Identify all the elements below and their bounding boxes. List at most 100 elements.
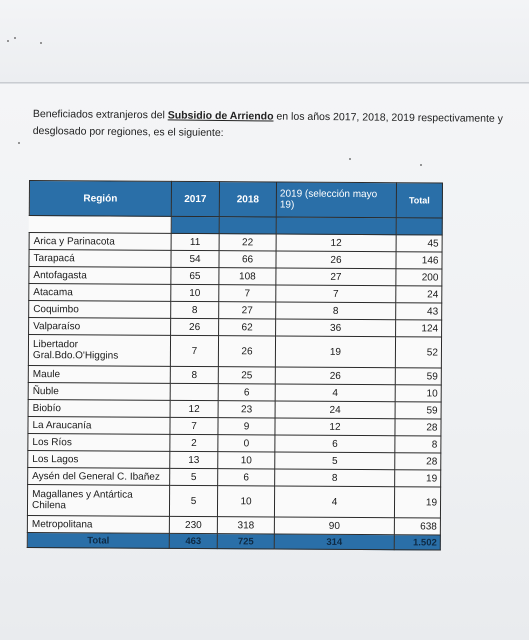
cell-2017: 54 bbox=[170, 250, 220, 268]
paper-speck bbox=[40, 42, 42, 44]
cell-total: 19 bbox=[394, 469, 441, 488]
cell-region: Libertador Gral.Bdo.O'Higgins bbox=[28, 334, 171, 367]
cell-total: 638 bbox=[394, 517, 441, 536]
cell-2018: 27 bbox=[218, 301, 276, 320]
cell-2017: 10 bbox=[170, 284, 219, 302]
cell-2018: 108 bbox=[218, 267, 276, 286]
header-2019: 2019 (selección mayo 19) bbox=[276, 182, 397, 218]
cell-total: 28 bbox=[394, 418, 442, 437]
cell-region: La Araucanía bbox=[27, 416, 171, 435]
cell-total: 8 bbox=[394, 435, 441, 454]
cell-region: Aysén del General C. Ibañez bbox=[27, 467, 170, 486]
cell-region: Tarapacá bbox=[28, 249, 172, 268]
cell-region: Antofagasta bbox=[28, 266, 171, 285]
cell-region: Los Lagos bbox=[27, 450, 170, 469]
paper-speck bbox=[7, 40, 9, 42]
total-label: Total bbox=[27, 532, 170, 549]
cell-2019: 8 bbox=[274, 469, 395, 487]
cell-2018: 23 bbox=[218, 400, 276, 419]
cell-region: Valparaíso bbox=[28, 317, 171, 336]
cell-total: 19 bbox=[394, 486, 441, 519]
intro-text-start: Beneficiados extranjeros del bbox=[32, 107, 168, 122]
cell-total: 52 bbox=[395, 336, 442, 369]
cell-region: Ñuble bbox=[28, 382, 171, 401]
cell-2019: 12 bbox=[274, 418, 396, 436]
previous-page-edge bbox=[0, 0, 529, 83]
cell-2017: 8 bbox=[170, 301, 219, 319]
cell-2019: 90 bbox=[274, 517, 395, 535]
cell-2018: 26 bbox=[218, 335, 276, 368]
cell-2019: 7 bbox=[275, 285, 396, 303]
strip-cell bbox=[219, 216, 277, 235]
cell-total: 146 bbox=[395, 251, 443, 270]
table-total-row: Total 463 725 314 1.502 bbox=[27, 532, 441, 551]
cell-region: Magallanes y Antártica Chilena bbox=[27, 484, 170, 517]
cell-2019: 19 bbox=[275, 336, 396, 368]
strip-cell bbox=[276, 217, 397, 235]
cell-2018: 62 bbox=[218, 318, 276, 337]
cell-2017: 7 bbox=[170, 335, 219, 367]
cell-2017: 26 bbox=[170, 318, 219, 336]
cell-2018: 10 bbox=[217, 485, 275, 518]
cell-2017: 230 bbox=[169, 516, 218, 534]
cell-total: 124 bbox=[395, 319, 442, 338]
cell-2018: 25 bbox=[218, 366, 276, 385]
header-2018: 2018 bbox=[219, 181, 277, 218]
cell-2017: 8 bbox=[170, 366, 219, 384]
header-total: Total bbox=[396, 182, 443, 219]
cell-2018: 6 bbox=[218, 383, 276, 402]
cell-region: Biobío bbox=[28, 399, 171, 418]
cell-2019: 26 bbox=[275, 251, 397, 269]
cell-region: Los Ríos bbox=[27, 433, 170, 452]
cell-region: Coquimbo bbox=[28, 300, 171, 319]
cell-total: 59 bbox=[395, 367, 442, 386]
cell-2018: 9 bbox=[217, 417, 276, 436]
cell-2017: 13 bbox=[169, 451, 218, 469]
paper-speck bbox=[18, 142, 20, 144]
cell-region: Atacama bbox=[28, 283, 171, 302]
total-2018: 725 bbox=[217, 533, 275, 550]
cell-2017: 11 bbox=[171, 233, 220, 251]
cell-2018: 6 bbox=[217, 468, 275, 487]
cell-2017: 7 bbox=[169, 417, 219, 435]
cell-2019: 36 bbox=[275, 319, 396, 337]
cell-2017: 2 bbox=[169, 434, 218, 452]
table-header-row: Región 2017 2018 2019 (selección mayo 19… bbox=[29, 180, 443, 219]
cell-2019: 24 bbox=[275, 401, 396, 419]
cell-total: 45 bbox=[396, 234, 443, 253]
cell-2019: 26 bbox=[275, 367, 396, 385]
cell-total: 28 bbox=[394, 452, 441, 471]
header-region: Región bbox=[29, 180, 172, 217]
cell-2019: 4 bbox=[274, 486, 395, 518]
strip-cell bbox=[396, 217, 443, 236]
cell-2018: 318 bbox=[217, 516, 275, 535]
cell-total: 10 bbox=[395, 384, 442, 403]
total-2017: 463 bbox=[169, 533, 218, 549]
cell-2019: 27 bbox=[275, 268, 396, 286]
cell-2019: 8 bbox=[275, 302, 396, 320]
subsidio-link-text: Subsidio de Arriendo bbox=[167, 109, 274, 123]
cell-region: Arica y Parinacota bbox=[29, 232, 172, 251]
cell-2017: 12 bbox=[170, 400, 219, 418]
table-row: Magallanes y Antártica Chilena 5 10 4 19 bbox=[27, 484, 441, 519]
cell-2019: 4 bbox=[275, 384, 396, 402]
total-2019: 314 bbox=[274, 534, 395, 550]
table-row: Libertador Gral.Bdo.O'Higgins 7 26 19 52 bbox=[28, 334, 442, 369]
strip-spacer bbox=[29, 216, 171, 234]
cell-2017: 65 bbox=[170, 267, 219, 285]
cell-total: 200 bbox=[395, 268, 442, 287]
cell-2017 bbox=[170, 383, 219, 401]
intro-paragraph: Beneficiados extranjeros del Subsidio de… bbox=[33, 106, 513, 145]
cell-2018: 22 bbox=[219, 233, 277, 252]
cell-2017: 5 bbox=[169, 485, 218, 517]
cell-2019: 6 bbox=[274, 435, 395, 453]
paper-speck bbox=[14, 37, 16, 39]
paper-speck bbox=[349, 158, 351, 160]
cell-total: 43 bbox=[395, 302, 442, 321]
cell-2019: 5 bbox=[274, 452, 395, 470]
cell-2017: 5 bbox=[169, 468, 218, 486]
total-grand: 1.502 bbox=[394, 534, 441, 551]
strip-cell bbox=[171, 216, 220, 234]
cell-2018: 66 bbox=[218, 250, 277, 269]
cell-total: 59 bbox=[395, 401, 442, 420]
